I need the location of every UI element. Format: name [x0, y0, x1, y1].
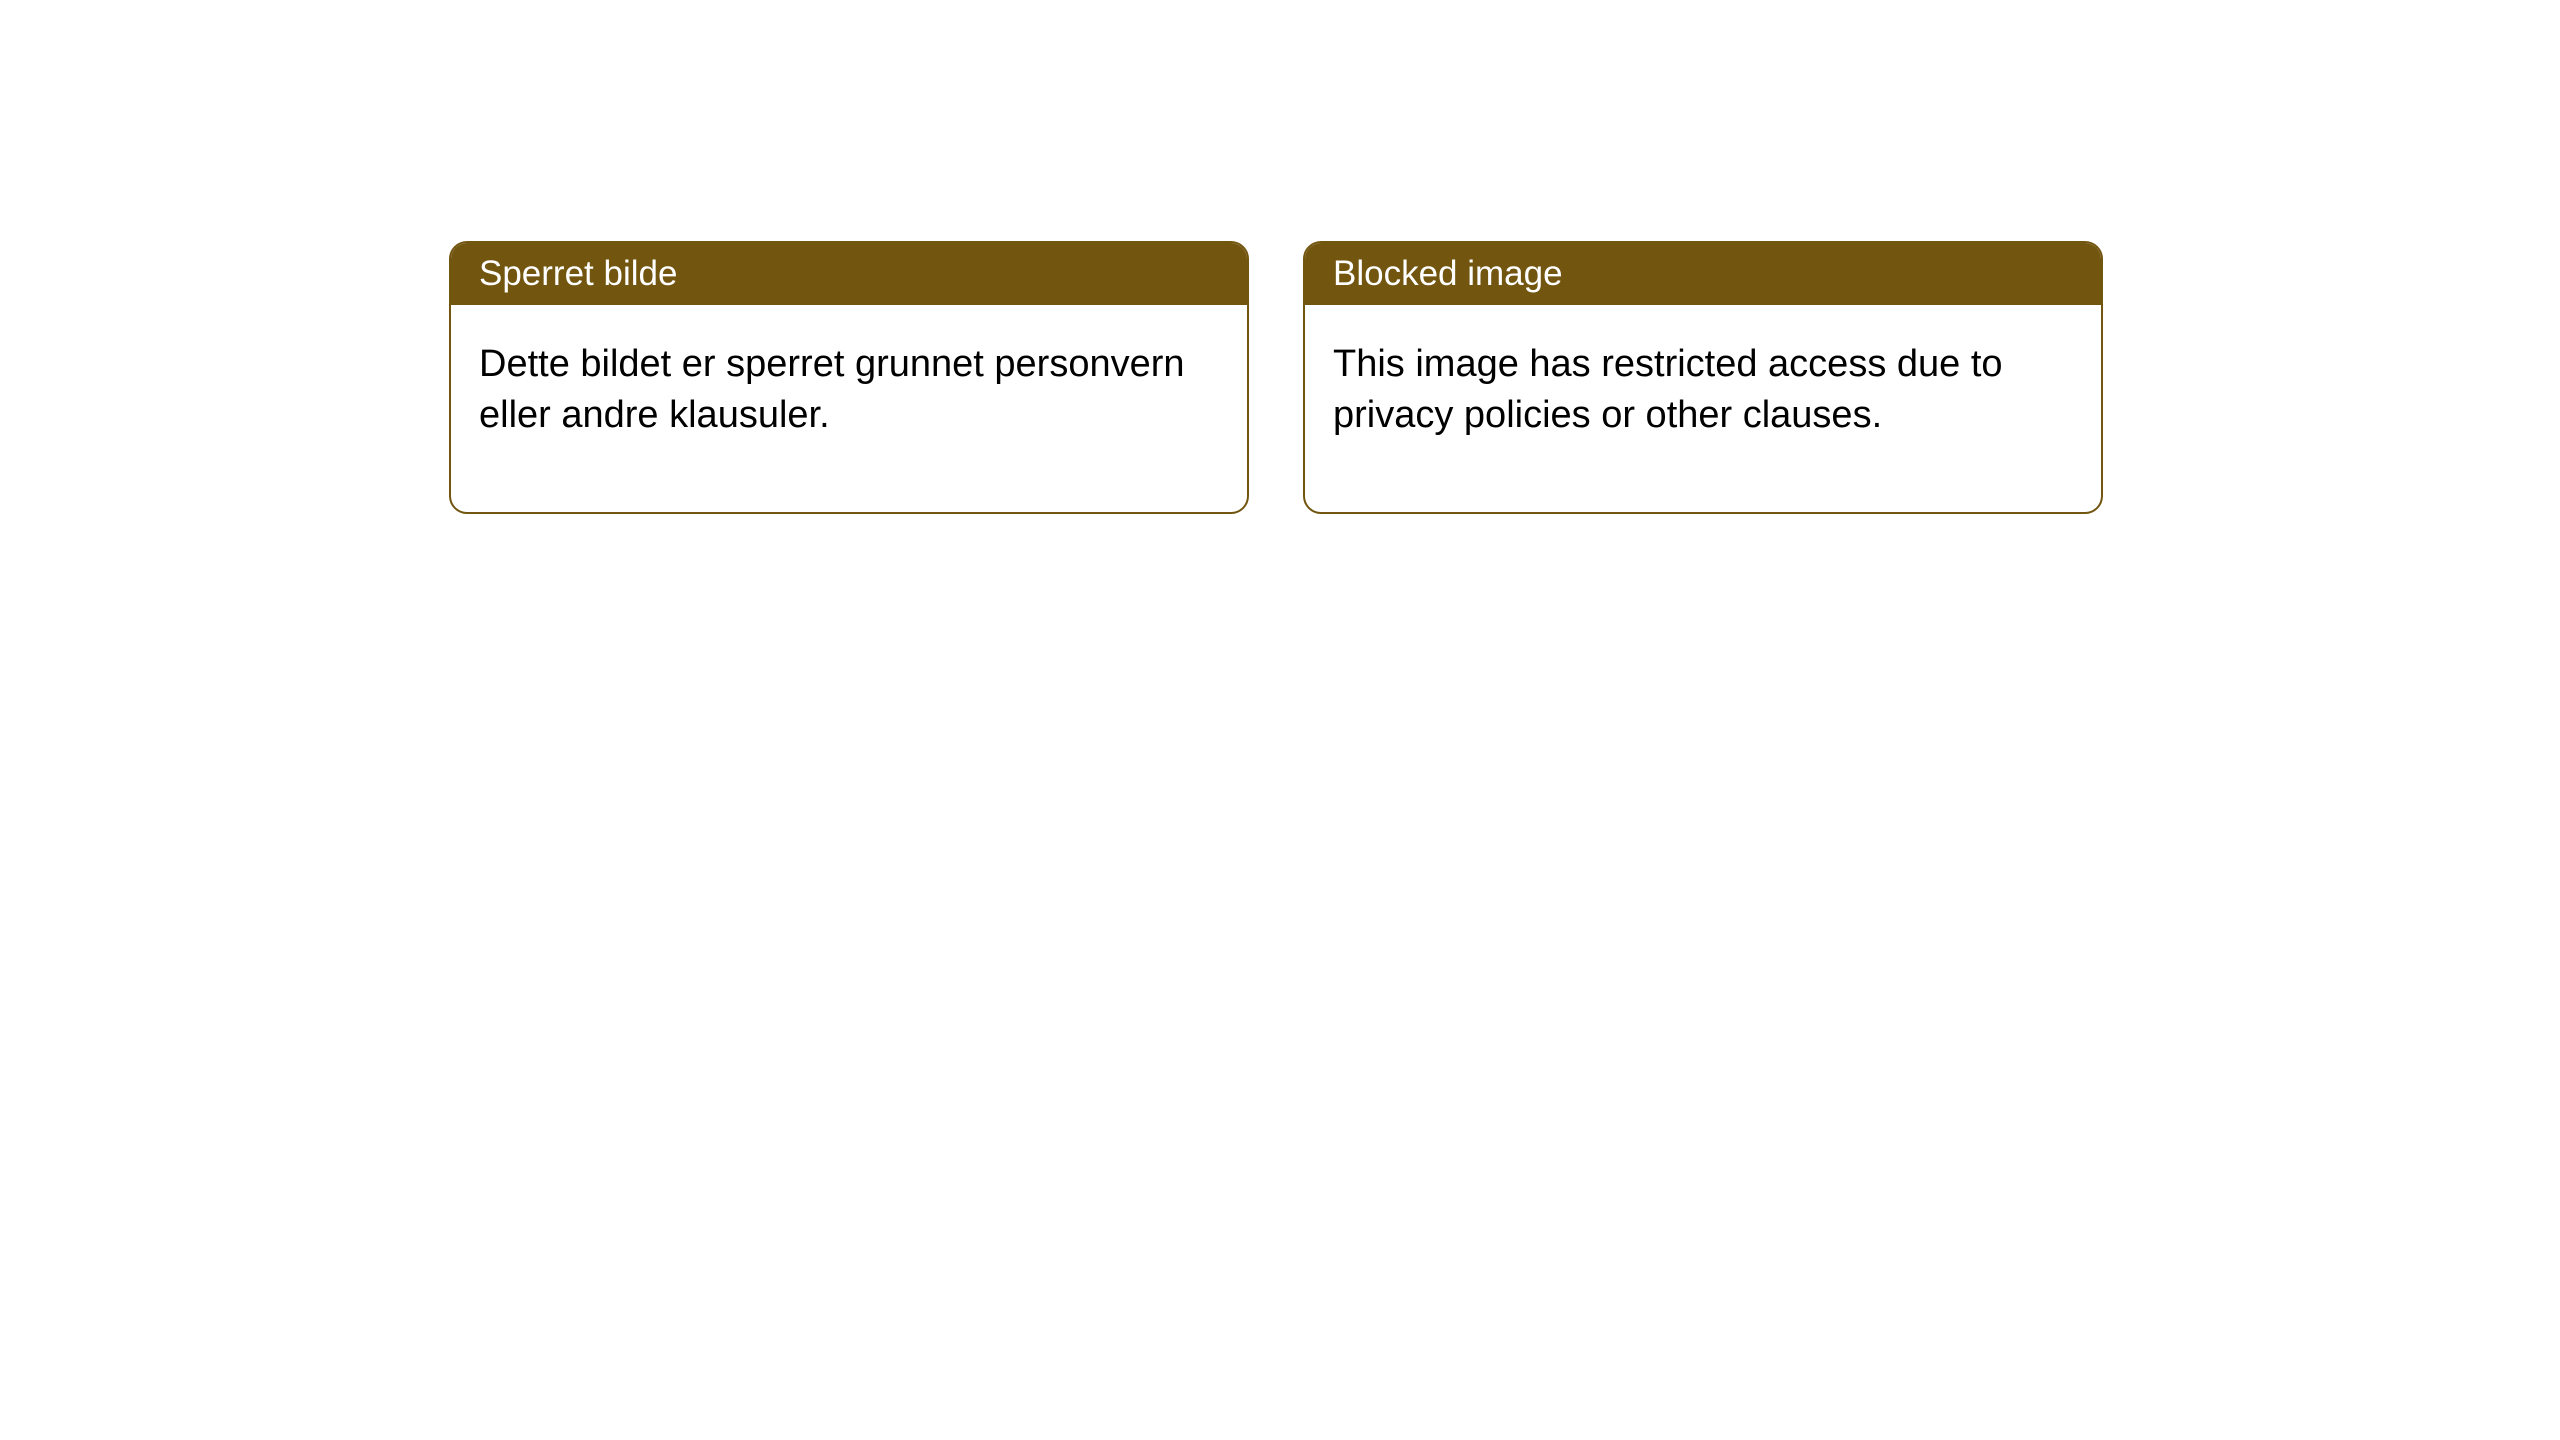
card-body-text: Dette bildet er sperret grunnet personve… [479, 343, 1185, 436]
card-title: Blocked image [1333, 254, 1563, 293]
card-header: Blocked image [1305, 243, 2101, 305]
card-body: This image has restricted access due to … [1305, 305, 2101, 512]
notice-card-english: Blocked image This image has restricted … [1303, 241, 2103, 514]
card-header: Sperret bilde [451, 243, 1247, 305]
notice-cards-container: Sperret bilde Dette bildet er sperret gr… [449, 241, 2103, 514]
card-body-text: This image has restricted access due to … [1333, 343, 2003, 436]
notice-card-norwegian: Sperret bilde Dette bildet er sperret gr… [449, 241, 1249, 514]
card-body: Dette bildet er sperret grunnet personve… [451, 305, 1247, 512]
card-title: Sperret bilde [479, 254, 677, 293]
